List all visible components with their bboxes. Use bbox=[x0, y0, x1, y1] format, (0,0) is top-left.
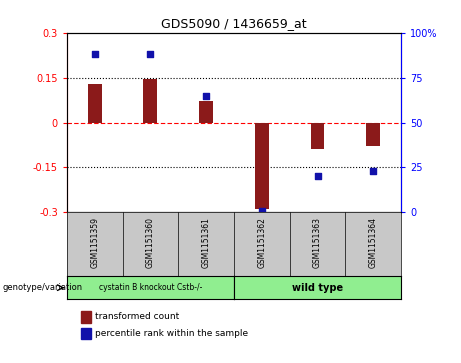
Text: GSM1151359: GSM1151359 bbox=[90, 217, 99, 268]
Title: GDS5090 / 1436659_at: GDS5090 / 1436659_at bbox=[161, 17, 307, 30]
Point bbox=[370, 168, 377, 174]
Text: cystatin B knockout Cstb-/-: cystatin B knockout Cstb-/- bbox=[99, 283, 202, 292]
Point bbox=[202, 93, 210, 98]
Text: GSM1151361: GSM1151361 bbox=[201, 217, 211, 268]
Point bbox=[147, 51, 154, 57]
Text: transformed count: transformed count bbox=[95, 313, 179, 321]
Bar bbox=[199, 101, 213, 123]
Point bbox=[91, 51, 98, 57]
Text: wild type: wild type bbox=[292, 283, 343, 293]
Point bbox=[314, 174, 321, 179]
Text: GSM1151364: GSM1151364 bbox=[369, 217, 378, 268]
Text: percentile rank within the sample: percentile rank within the sample bbox=[95, 329, 248, 338]
Point bbox=[258, 208, 266, 213]
Text: GSM1151362: GSM1151362 bbox=[257, 217, 266, 268]
Bar bbox=[88, 83, 102, 123]
Bar bbox=[255, 123, 269, 209]
Text: genotype/variation: genotype/variation bbox=[2, 283, 83, 292]
Bar bbox=[311, 123, 325, 150]
Text: GSM1151363: GSM1151363 bbox=[313, 217, 322, 268]
Bar bbox=[143, 79, 157, 123]
Bar bbox=[366, 123, 380, 147]
Text: GSM1151360: GSM1151360 bbox=[146, 217, 155, 268]
